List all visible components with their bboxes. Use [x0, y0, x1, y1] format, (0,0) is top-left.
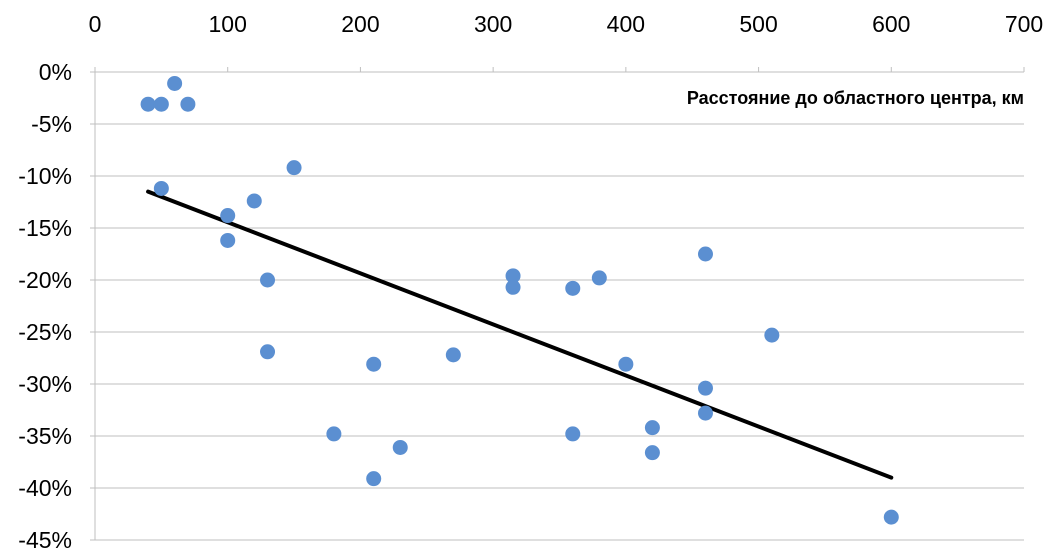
x-tick-label: 100 — [209, 11, 247, 37]
tick-labels: 0% -5% -10% -15% -20% -25% -30% -35% -40% -45% 0 10… — [18, 11, 1043, 550]
data-point — [644, 420, 660, 436]
data-point — [366, 471, 382, 487]
data-point — [220, 232, 236, 248]
y-tick-label: -45% — [18, 527, 72, 550]
y-tick-label: -30% — [18, 371, 72, 397]
data-point — [167, 75, 183, 91]
y-tick-label: -5% — [31, 111, 72, 137]
data-point — [246, 193, 262, 209]
y-tick-label: -15% — [18, 215, 72, 241]
data-point — [153, 180, 169, 196]
data-point — [644, 445, 660, 461]
x-tick-label: 0 — [89, 11, 102, 37]
data-points — [140, 75, 899, 525]
x-tick-label: 600 — [872, 11, 910, 37]
trendline-path — [146, 189, 894, 480]
x-tick-label: 700 — [1005, 11, 1043, 37]
data-point — [505, 268, 521, 284]
data-point — [366, 356, 382, 372]
data-point — [180, 96, 196, 112]
data-point — [260, 272, 276, 288]
data-point — [505, 279, 521, 295]
data-point — [326, 426, 342, 442]
data-point — [153, 96, 169, 112]
x-axis-title: Расстояние до областного центра, км — [687, 88, 1024, 108]
data-point — [697, 380, 713, 396]
x-tick-label: 500 — [739, 11, 777, 37]
axes — [90, 67, 1025, 541]
data-point — [286, 160, 302, 176]
data-point — [697, 246, 713, 262]
data-point — [392, 439, 408, 455]
trendline — [146, 189, 894, 480]
y-tick-label: -25% — [18, 319, 72, 345]
y-tick-label: -20% — [18, 267, 72, 293]
grid-lines — [95, 123, 1024, 541]
y-tick-label: -10% — [18, 163, 72, 189]
data-point — [220, 208, 236, 224]
data-point — [565, 426, 581, 442]
data-point — [140, 96, 156, 112]
data-point — [565, 280, 581, 296]
y-tick-label: 0% — [39, 59, 72, 85]
data-point — [260, 344, 276, 360]
data-point — [883, 509, 899, 525]
data-point — [591, 270, 607, 286]
y-tick-label: -40% — [18, 475, 72, 501]
y-tick-label: -35% — [18, 423, 72, 449]
data-point — [697, 405, 713, 421]
x-tick-label: 400 — [607, 11, 645, 37]
data-point — [618, 356, 634, 372]
x-tick-label: 200 — [341, 11, 379, 37]
x-tick-label: 300 — [474, 11, 512, 37]
data-point — [445, 347, 461, 363]
data-point — [764, 327, 780, 343]
